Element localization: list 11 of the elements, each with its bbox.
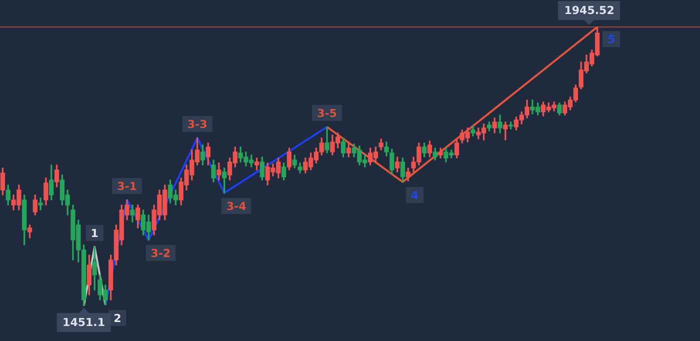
annotation: 1451.1 [56,313,112,332]
annotation: 3-1 [117,180,137,193]
annotation: 3-3 [187,118,208,131]
text: 5 [607,32,616,46]
annotation: 3-4 [226,200,247,213]
annotation: 4 [410,188,419,202]
annotation: 3-2 [150,246,171,260]
ref-line-label: 1945.52 [558,1,620,20]
annotation: 1 [90,226,98,240]
text: 2 [114,312,122,325]
annotation: 3-5 [317,106,337,120]
